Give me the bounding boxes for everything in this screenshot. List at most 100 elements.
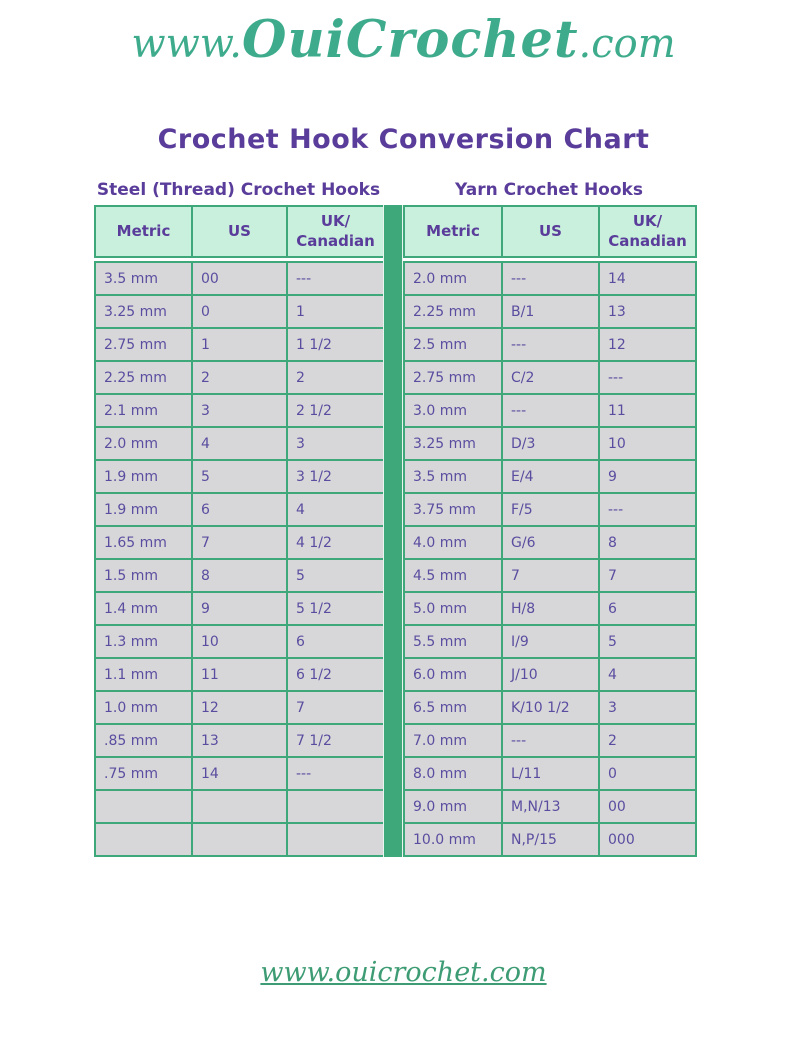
table-cell: 00: [598, 789, 697, 825]
table-cell: 2.1 mm: [94, 393, 193, 429]
table-cell: J/10: [501, 657, 600, 693]
steel-table: 3.5 mm 00 --- 3.25 mm 0 1 2.75 mm 1 1 1/2 2.25 mm…: [94, 261, 385, 858]
table-row: 3.5 mm 00 ---: [94, 261, 385, 297]
table-cell: 3.5 mm: [403, 459, 503, 495]
table-cell: 1.3 mm: [94, 624, 193, 660]
table-row: 2.1 mm 3 2 1/2: [94, 393, 385, 429]
table-cell: [191, 822, 288, 858]
table-row: 6.0 mm J/10 4: [403, 657, 697, 693]
table-cell: .75 mm: [94, 756, 193, 792]
table-cell: 9.0 mm: [403, 789, 503, 825]
table-cell: 6 1/2: [286, 657, 385, 693]
table-cell: 7: [598, 558, 697, 594]
table-row: 7.0 mm --- 2: [403, 723, 697, 759]
yarn-table-header: Metric US UK/ Canadian: [403, 205, 697, 259]
table-cell: B/1: [501, 294, 600, 330]
table-cell: 2.5 mm: [403, 327, 503, 363]
table-cell: ---: [501, 327, 600, 363]
table-cell: 3 1/2: [286, 459, 385, 495]
table-cell: ---: [501, 393, 600, 429]
table-row: 2.5 mm --- 12: [403, 327, 697, 363]
steel-header-us: US: [191, 205, 288, 259]
yarn-header-uk-canadian: UK/ Canadian: [598, 205, 697, 259]
table-cell: ---: [598, 492, 697, 528]
table-cell: G/6: [501, 525, 600, 561]
table-cell: [94, 789, 193, 825]
table-divider: [383, 205, 403, 858]
table-cell: I/9: [501, 624, 600, 660]
table-cell: 5.5 mm: [403, 624, 503, 660]
table-cell: K/10 1/2: [501, 690, 600, 726]
footer-link[interactable]: www.ouicrochet.com: [260, 957, 547, 989]
table-cell: 9: [598, 459, 697, 495]
table-cell: 6.5 mm: [403, 690, 503, 726]
table-cell: 7 1/2: [286, 723, 385, 759]
table-row: 3.0 mm --- 11: [403, 393, 697, 429]
table-cell: 4.0 mm: [403, 525, 503, 561]
table-row: 3.75 mm F/5 ---: [403, 492, 697, 528]
table-cell: 3.25 mm: [94, 294, 193, 330]
table-row: 2.75 mm 1 1 1/2: [94, 327, 385, 363]
table-cell: 2: [191, 360, 288, 396]
table-row: 1.4 mm 9 5 1/2: [94, 591, 385, 627]
steel-header-metric: Metric: [94, 205, 193, 259]
steel-header-uk-canadian: UK/ Canadian: [286, 205, 385, 259]
table-row: 1.9 mm 5 3 1/2: [94, 459, 385, 495]
logo-suffix: .com: [578, 21, 676, 67]
table-row: [94, 822, 385, 858]
table-cell: 2.75 mm: [403, 360, 503, 396]
table-cell: 1.65 mm: [94, 525, 193, 561]
table-cell: 1.4 mm: [94, 591, 193, 627]
table-cell: [94, 822, 193, 858]
table-cell: 6: [191, 492, 288, 528]
subtitle-row: Steel (Thread) Crochet Hooks Yarn Croche…: [94, 180, 695, 200]
table-row: 2.25 mm 2 2: [94, 360, 385, 396]
table-cell: ---: [286, 756, 385, 792]
table-cell: 3: [191, 393, 288, 429]
table-cell: 1 1/2: [286, 327, 385, 363]
table-cell: 14: [191, 756, 288, 792]
table-cell: 1.0 mm: [94, 690, 193, 726]
table-cell: 5: [598, 624, 697, 660]
table-cell: [286, 789, 385, 825]
table-cell: ---: [501, 723, 600, 759]
steel-table-header: Metric US UK/ Canadian: [94, 205, 385, 259]
yarn-table-column: Metric US UK/ Canadian 2.0 mm --- 14 2.25 m…: [403, 205, 697, 858]
table-row: 1.65 mm 7 4 1/2: [94, 525, 385, 561]
table-cell: 7: [286, 690, 385, 726]
table-cell: 7: [501, 558, 600, 594]
table-cell: 5 1/2: [286, 591, 385, 627]
table-cell: 2 1/2: [286, 393, 385, 429]
table-row: 2.0 mm --- 14: [403, 261, 697, 297]
table-cell: 1: [191, 327, 288, 363]
table-cell: 1.9 mm: [94, 459, 193, 495]
yarn-header-row: Metric US UK/ Canadian: [403, 205, 697, 259]
logo-brand: OuiCrochet: [242, 10, 579, 70]
table-row: 2.0 mm 4 3: [94, 426, 385, 462]
table-row: 2.25 mm B/1 13: [403, 294, 697, 330]
table-cell: M,N/13: [501, 789, 600, 825]
table-cell: 13: [598, 294, 697, 330]
table-cell: 6.0 mm: [403, 657, 503, 693]
table-cell: 8: [191, 558, 288, 594]
table-cell: 1.9 mm: [94, 492, 193, 528]
table-row: 1.9 mm 6 4: [94, 492, 385, 528]
table-cell: 5.0 mm: [403, 591, 503, 627]
table-cell: 8: [598, 525, 697, 561]
table-cell: 3.5 mm: [94, 261, 193, 297]
yarn-header-metric: Metric: [403, 205, 503, 259]
table-cell: N,P/15: [501, 822, 600, 858]
table-cell: [191, 789, 288, 825]
table-row: 6.5 mm K/10 1/2 3: [403, 690, 697, 726]
table-cell: 2: [286, 360, 385, 396]
table-cell: 1.1 mm: [94, 657, 193, 693]
table-cell: F/5: [501, 492, 600, 528]
yarn-table-title: Yarn Crochet Hooks: [455, 180, 643, 201]
table-row: 1.5 mm 8 5: [94, 558, 385, 594]
table-cell: E/4: [501, 459, 600, 495]
table-cell: 8.0 mm: [403, 756, 503, 792]
table-row: 3.25 mm 0 1: [94, 294, 385, 330]
table-cell: 2.0 mm: [403, 261, 503, 297]
table-cell: 6: [598, 591, 697, 627]
